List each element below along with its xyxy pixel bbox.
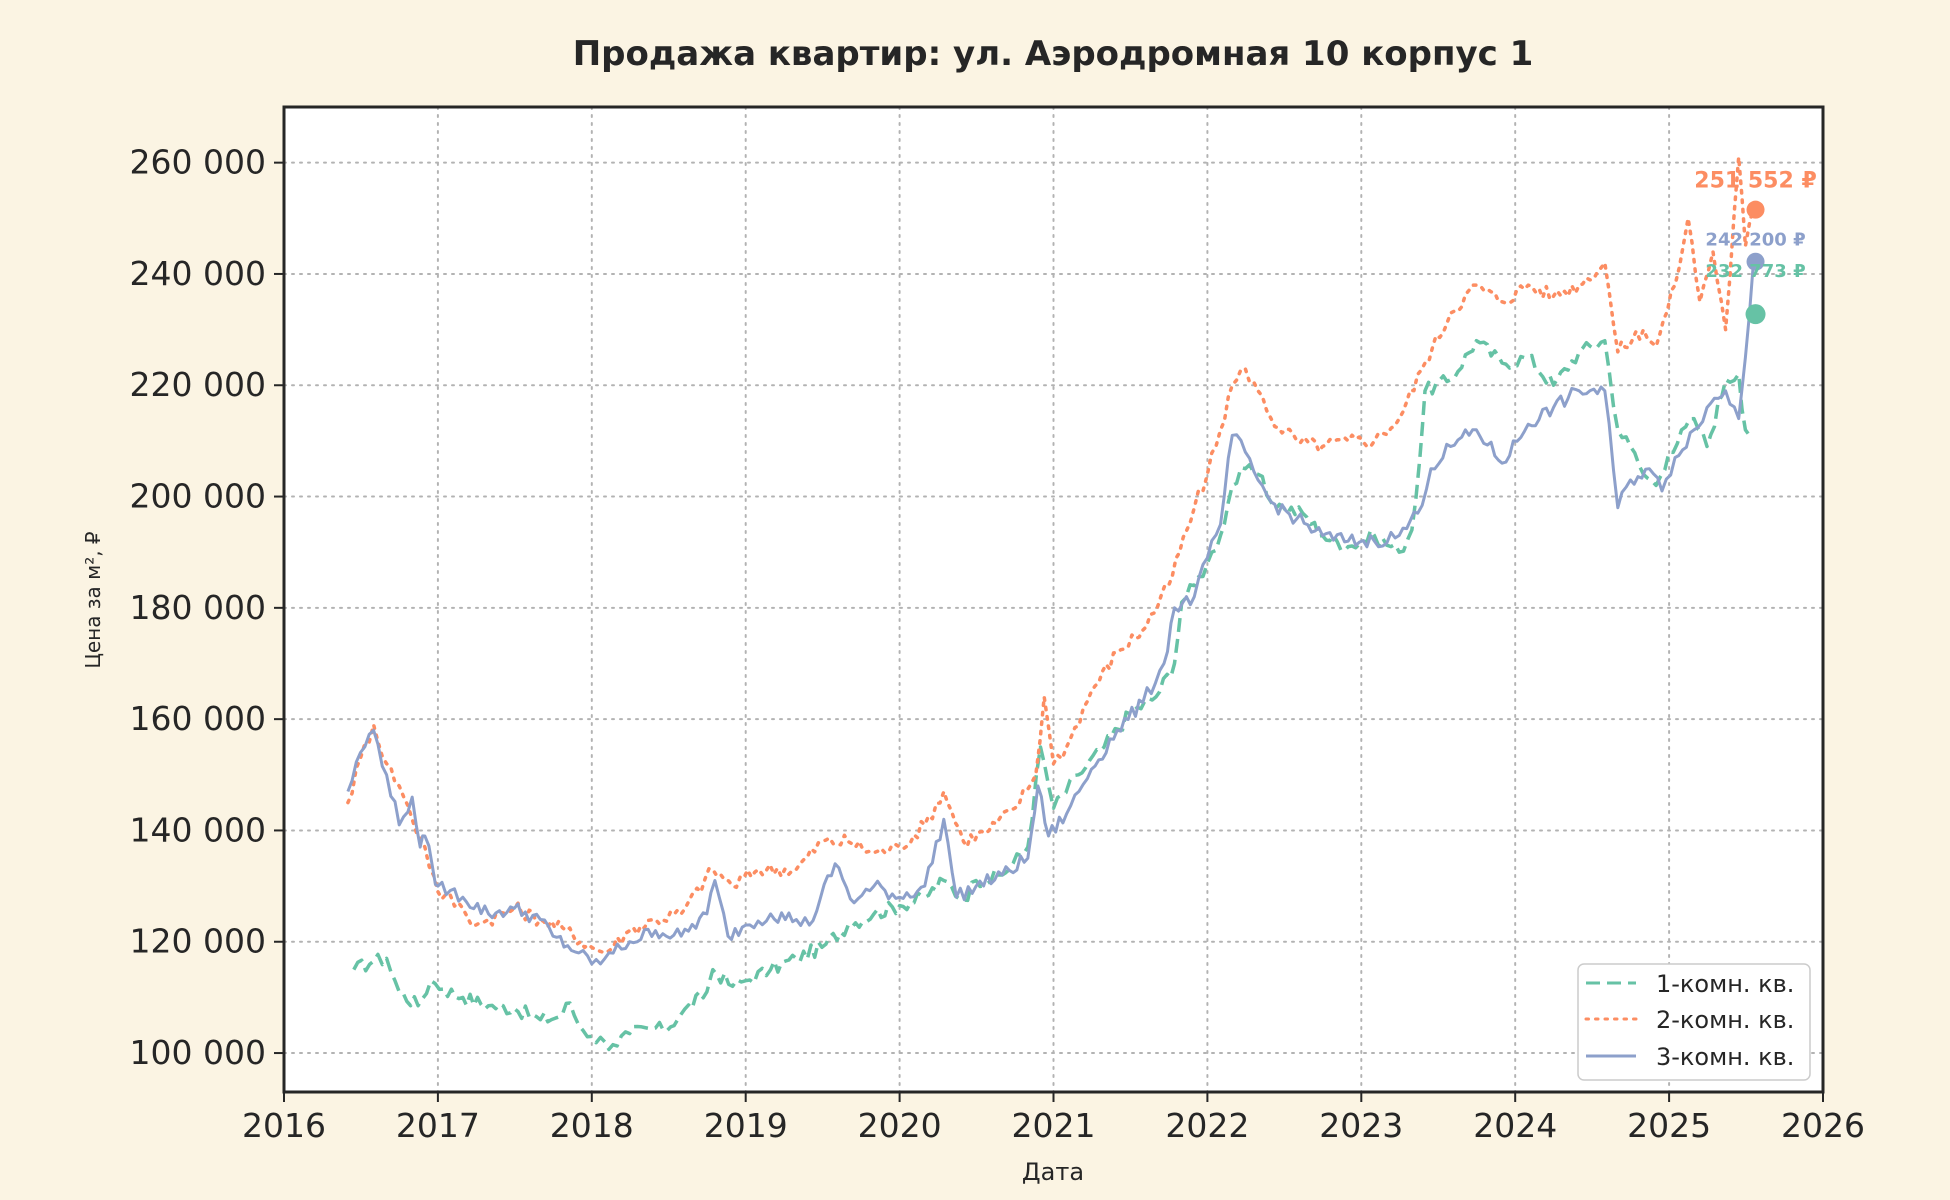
endpoint-label-3room: 242 200 ₽	[1705, 230, 1805, 251]
legend-item-3room: 3-комн. кв.	[1586, 1043, 1794, 1071]
x-tick-label: 2021	[1012, 1106, 1096, 1145]
y-tick-label: 220 000	[130, 365, 266, 404]
x-tick-label: 2016	[242, 1106, 326, 1145]
series-line-1room	[352, 338, 1754, 1052]
x-tick-label: 2017	[396, 1106, 480, 1145]
legend-label-1room: 1-комн. кв.	[1656, 970, 1794, 998]
y-tick-label: 160 000	[130, 699, 266, 738]
legend-label-2room: 2-комн. кв.	[1656, 1006, 1794, 1034]
x-tick-label: 2026	[1781, 1106, 1865, 1145]
endpoint-marker-1room	[1745, 304, 1766, 325]
endpoint-label-1room: 232 773 ₽	[1705, 261, 1805, 282]
legend-item-2room: 2-комн. кв.	[1584, 1006, 1794, 1034]
y-tick-label: 120 000	[130, 922, 266, 961]
y-tick-label: 140 000	[130, 810, 266, 849]
legend-box	[1577, 963, 1811, 1081]
axis-ticks: 2016 2017 2018 2019 2020 2021 2022 2023 2024 2025…	[130, 143, 1865, 1145]
endpoint-label-2room: 251 552 ₽	[1694, 169, 1816, 194]
endpoint-markers: 251 552 ₽ 242 200 ₽ 232 773 ₽	[1694, 169, 1817, 325]
series-line-3room	[346, 262, 1755, 966]
chart-title: Продажа квартир: ул. Аэродромная 10 корп…	[573, 34, 1534, 74]
x-tick-label: 2025	[1627, 1106, 1711, 1145]
x-tick-label: 2018	[550, 1106, 634, 1145]
legend-label-3room: 3-комн. кв.	[1656, 1043, 1794, 1071]
legend-item-1room: 1-комн. кв.	[1586, 970, 1794, 998]
endpoint-marker-2room	[1746, 200, 1765, 219]
x-tick-label: 2019	[704, 1106, 788, 1145]
y-tick-label: 260 000	[130, 143, 266, 182]
x-axis-label: Дата	[1022, 1158, 1084, 1186]
x-tick-label: 2023	[1319, 1106, 1403, 1145]
x-tick-label: 2024	[1473, 1106, 1557, 1145]
series-layer	[346, 155, 1756, 1052]
plot-area	[284, 107, 1823, 1092]
legend: 1-комн. кв. 2-комн. кв. 3-комн. кв.	[1577, 963, 1811, 1081]
y-tick-label: 100 000	[130, 1033, 266, 1072]
x-tick-label: 2020	[858, 1106, 942, 1145]
endpoint-marker-3room	[1746, 252, 1765, 271]
y-tick-label: 180 000	[130, 588, 266, 627]
y-tick-label: 240 000	[130, 254, 266, 293]
x-tick-label: 2022	[1165, 1106, 1249, 1145]
y-tick-label: 200 000	[130, 477, 266, 516]
y-axis-label: Цена за м², ₽	[81, 531, 105, 669]
series-line-2room	[346, 155, 1756, 955]
